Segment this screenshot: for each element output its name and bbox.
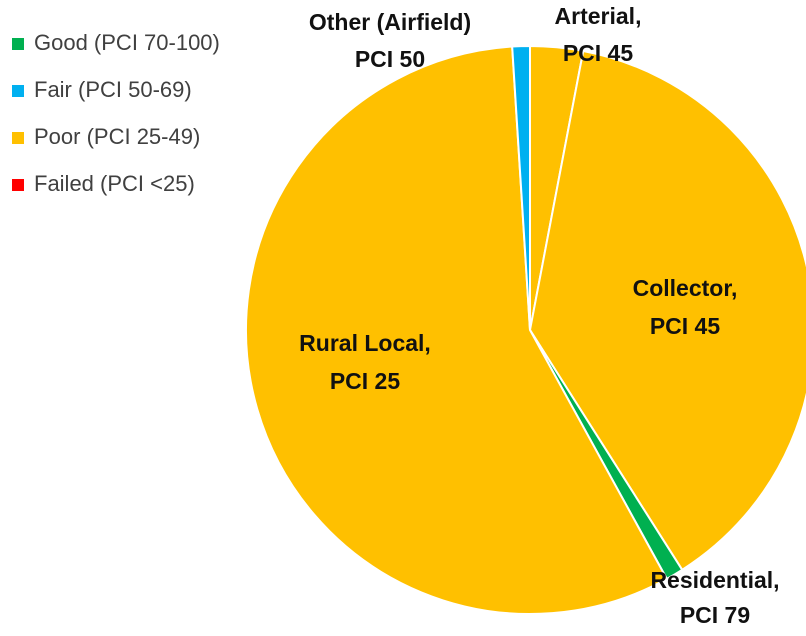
slice-label: Rural Local, PCI 25 bbox=[299, 330, 431, 394]
slice-label: Residential, PCI 79 bbox=[650, 567, 779, 628]
slice-label-line: Residential, bbox=[650, 567, 779, 593]
slice-label-line: Collector, bbox=[633, 275, 738, 301]
legend-label: Poor (PCI 25-49) bbox=[34, 124, 200, 149]
pie-slice bbox=[511, 44, 531, 331]
legend-label: Good (PCI 70-100) bbox=[34, 30, 220, 55]
slice-label-line: PCI 45 bbox=[650, 313, 721, 339]
slice-label-line: PCI 25 bbox=[330, 368, 401, 394]
legend-label: Failed (PCI <25) bbox=[34, 171, 195, 196]
legend-swatch bbox=[12, 38, 24, 50]
slice-label-line: Rural Local, bbox=[299, 330, 431, 356]
legend-swatch bbox=[12, 179, 24, 191]
pie-slice bbox=[528, 49, 806, 572]
slice-label-line: PCI 50 bbox=[355, 46, 425, 72]
slice-label-line: Other (Airfield) bbox=[309, 9, 471, 35]
slice-label-line: PCI 79 bbox=[680, 602, 750, 628]
legend-swatch bbox=[12, 132, 24, 144]
pie-slice bbox=[245, 45, 669, 615]
slice-label-line: Arterial, bbox=[555, 3, 642, 29]
legend-swatch bbox=[12, 85, 24, 97]
slice-label-line: PCI 45 bbox=[563, 40, 634, 66]
slice-label: Collector, PCI 45 bbox=[633, 275, 738, 339]
slice-label: Other (Airfield) PCI 50 bbox=[309, 9, 471, 72]
slice-label: Arterial, PCI 45 bbox=[555, 3, 642, 66]
legend-label: Fair (PCI 50-69) bbox=[34, 77, 192, 102]
